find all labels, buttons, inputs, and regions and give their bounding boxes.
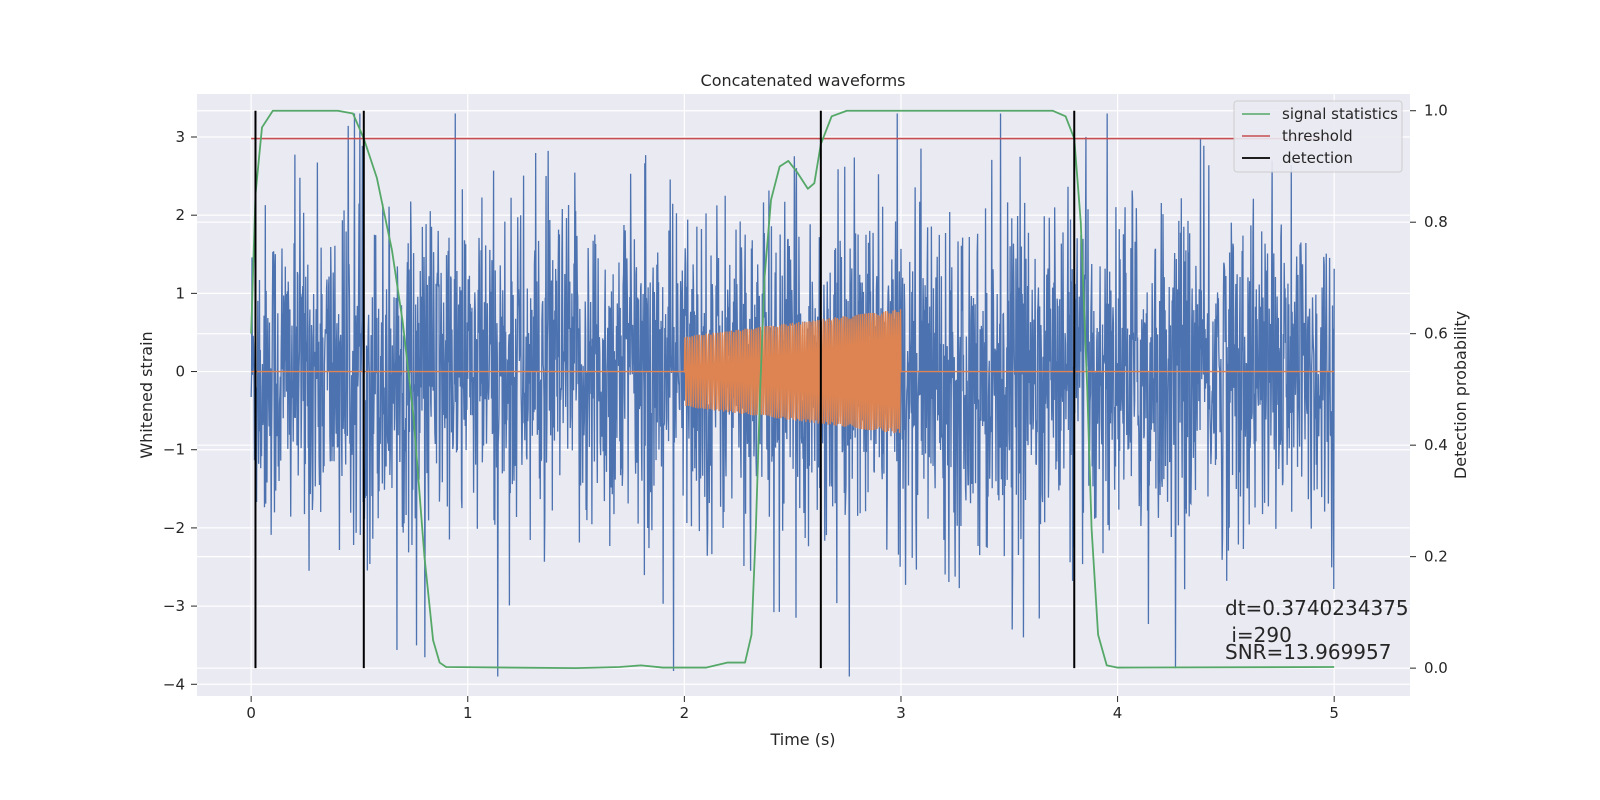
injected-signal-waveform xyxy=(251,309,1335,434)
y-axis-label: Whitened strain xyxy=(137,331,156,458)
y-right-tick-label: 0.2 xyxy=(1424,548,1448,566)
legend-detection-label: detection xyxy=(1282,149,1353,167)
y-right-axis-label: Detection probability xyxy=(1451,311,1470,479)
tick-labels: 0 1 2 3 4 5 3 2 1 0 −1 −2 −3 −4 1.0 0.8 0.6 0.4 0.2 0.0 xyxy=(163,102,1448,722)
legend-signal-statistics-label: signal statistics xyxy=(1282,105,1398,123)
annotation-snr: SNR=13.969957 xyxy=(1225,640,1391,664)
y-tick-label: 3 xyxy=(175,128,185,146)
y-right-tick-label: 0.4 xyxy=(1424,436,1448,454)
x-tick-label: 4 xyxy=(1113,704,1123,722)
y-right-tick-label: 0.8 xyxy=(1424,213,1448,231)
x-tick-label: 3 xyxy=(896,704,906,722)
y-tick-label: 1 xyxy=(175,284,185,302)
annotation-dt: dt=0.3740234375 xyxy=(1225,596,1409,620)
y-right-tick-label: 1.0 xyxy=(1424,102,1448,120)
y-tick-label: −1 xyxy=(163,441,185,459)
y-tick-label: 2 xyxy=(175,206,185,224)
x-tick-label: 2 xyxy=(680,704,690,722)
y-tick-label: −2 xyxy=(163,519,185,537)
x-tick-label: 0 xyxy=(246,704,256,722)
signal-statistics-group xyxy=(250,109,1335,670)
chart-title: Concatenated waveforms xyxy=(701,71,906,90)
x-tick-label: 1 xyxy=(463,704,473,722)
injected-signal-trace xyxy=(251,309,1335,434)
annotation-index: i=290 xyxy=(1225,623,1292,647)
y-right-tick-label: 0.0 xyxy=(1424,659,1448,677)
legend: signal statistics threshold detection xyxy=(1233,100,1403,173)
x-axis-label: Time (s) xyxy=(769,730,835,749)
y-tick-label: 0 xyxy=(175,363,185,381)
legend-threshold-label: threshold xyxy=(1282,127,1353,145)
x-tick-label: 5 xyxy=(1329,704,1339,722)
y-tick-label: −4 xyxy=(163,675,185,693)
y-tick-label: −3 xyxy=(163,597,185,615)
y-right-tick-label: 0.6 xyxy=(1424,325,1448,343)
signal-statistics-line xyxy=(250,109,1335,670)
legend-box xyxy=(1233,100,1403,173)
detection-lines-group xyxy=(254,110,1076,669)
